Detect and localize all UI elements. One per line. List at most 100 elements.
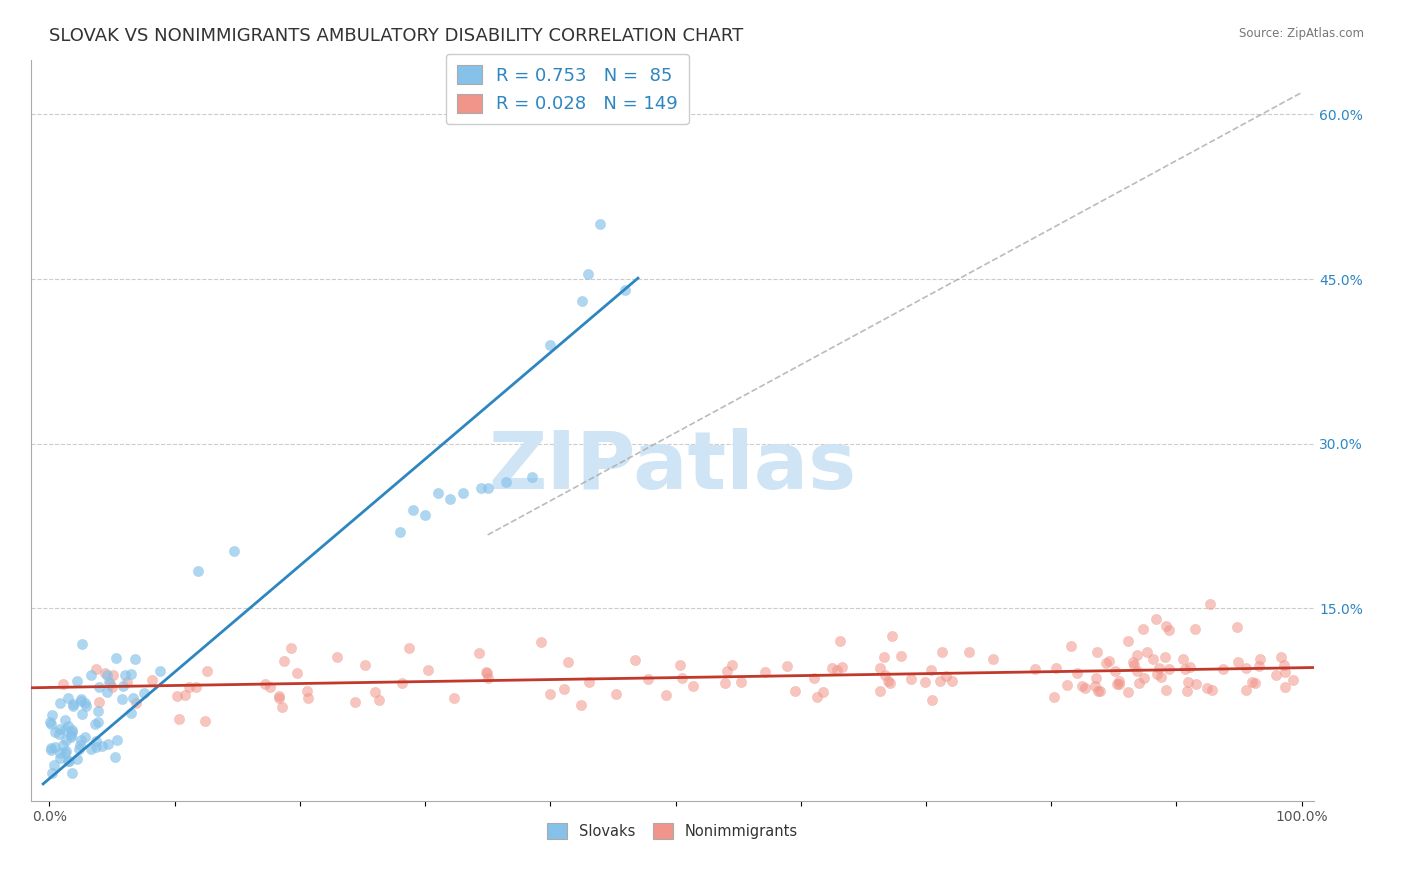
Point: [576, 267, 599, 281]
Point: [98, 675, 121, 690]
Point: [86, 704, 108, 718]
Point: [1146, 666, 1168, 681]
Point: [52, 677, 75, 691]
Point: [806, 690, 828, 705]
Point: [49, 746, 72, 760]
Point: [1126, 648, 1149, 662]
Point: [364, 685, 387, 699]
Point: [70, 637, 93, 651]
Point: [426, 486, 449, 500]
Point: [879, 676, 901, 690]
Point: [825, 663, 848, 677]
Point: [124, 652, 146, 666]
Point: [1142, 652, 1164, 666]
Point: [1177, 675, 1199, 690]
Point: [869, 661, 891, 675]
Point: [1132, 623, 1154, 637]
Point: [1154, 650, 1177, 665]
Point: [120, 666, 142, 681]
Point: [1201, 682, 1223, 697]
Point: [269, 691, 291, 706]
Point: [475, 665, 498, 680]
Point: [671, 671, 693, 685]
Point: [273, 654, 295, 668]
Point: [141, 673, 163, 687]
Point: [60, 723, 83, 737]
Point: [571, 294, 593, 309]
Point: [114, 668, 136, 682]
Point: [53, 723, 76, 737]
Point: [41, 707, 63, 722]
Point: [869, 684, 891, 698]
Point: [41, 766, 63, 780]
Point: [1154, 682, 1177, 697]
Point: [1157, 662, 1180, 676]
Point: [179, 680, 201, 694]
Point: [1094, 656, 1116, 670]
Point: [830, 634, 852, 648]
Point: [957, 645, 980, 659]
Point: [1066, 665, 1088, 680]
Point: [1184, 677, 1206, 691]
Point: [1060, 639, 1083, 653]
Point: [1108, 674, 1130, 689]
Point: [91, 739, 114, 753]
Point: [477, 671, 499, 685]
Point: [367, 693, 389, 707]
Point: [1272, 658, 1295, 673]
Point: [60, 725, 83, 739]
Point: [877, 673, 900, 688]
Point: [70, 707, 93, 722]
Point: [103, 750, 125, 764]
Point: [73, 730, 96, 744]
Point: [557, 655, 579, 669]
Point: [1085, 645, 1108, 659]
Point: [418, 663, 440, 677]
Point: [120, 706, 142, 720]
Point: [58, 690, 80, 705]
Point: [254, 677, 277, 691]
Point: [624, 653, 647, 667]
Point: [344, 695, 367, 709]
Point: [569, 698, 592, 712]
Point: [1123, 657, 1146, 672]
Point: [1174, 662, 1197, 676]
Point: [553, 681, 575, 696]
Point: [882, 629, 904, 643]
Point: [195, 664, 218, 678]
Point: [58, 754, 80, 768]
Point: [167, 712, 190, 726]
Point: [285, 666, 308, 681]
Point: [1274, 665, 1296, 680]
Point: [1098, 654, 1121, 668]
Point: [56, 719, 79, 733]
Point: [62, 697, 84, 711]
Point: [813, 685, 835, 699]
Point: [100, 677, 122, 691]
Point: [1184, 622, 1206, 636]
Point: [87, 715, 110, 730]
Point: [297, 691, 319, 706]
Point: [1085, 672, 1108, 686]
Point: [451, 486, 474, 500]
Point: [1175, 684, 1198, 698]
Point: [84, 733, 107, 747]
Point: [578, 674, 600, 689]
Point: [105, 733, 128, 747]
Point: [62, 699, 84, 714]
Point: [269, 689, 291, 703]
Point: [48, 727, 70, 741]
Point: [1105, 677, 1128, 691]
Point: [754, 665, 776, 679]
Point: [983, 652, 1005, 666]
Point: [439, 491, 461, 506]
Point: [1212, 662, 1234, 676]
Point: [94, 665, 117, 680]
Point: [89, 680, 111, 694]
Point: [655, 689, 678, 703]
Point: [325, 650, 347, 665]
Point: [873, 649, 896, 664]
Point: [149, 664, 172, 678]
Point: [55, 733, 77, 747]
Point: [1282, 673, 1305, 687]
